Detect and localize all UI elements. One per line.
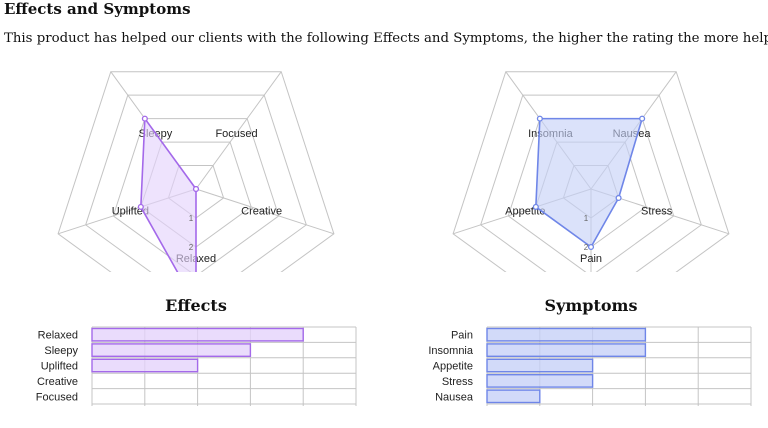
symptoms-bars-bar-stress bbox=[486, 374, 594, 388]
symptoms-bars-bar-pain bbox=[486, 327, 647, 342]
symptoms-bars-title: Symptoms bbox=[545, 296, 638, 315]
effects-radar-grid-ring bbox=[57, 71, 335, 272]
symptoms-bars-category-nausea: Nausea bbox=[435, 391, 474, 403]
effects-bars-bar-relaxed bbox=[91, 327, 304, 342]
symptoms-bars-bar-insomnia bbox=[486, 343, 647, 357]
effects-bars-category-focused: Focused bbox=[36, 391, 78, 403]
symptoms-radar-grid-ring bbox=[452, 71, 730, 272]
symptoms-bars-category-insomnia: Insomnia bbox=[428, 345, 474, 357]
symptoms-radar-point-stress bbox=[615, 194, 622, 202]
symptoms-bars-category-appetite: Appetite bbox=[433, 361, 473, 373]
symptoms-bars-category-pain: Pain bbox=[451, 330, 473, 342]
effects-radar-grid-ring bbox=[85, 94, 307, 272]
effects-radar-spoke bbox=[195, 188, 335, 235]
effects-radar-chart: RelaxedCreativeFocusedSleepyUplifted123 bbox=[57, 71, 335, 272]
intro-text: This product has helped our clients with… bbox=[4, 31, 768, 46]
effects-radar-point-focused bbox=[192, 185, 200, 193]
symptoms-radar-point-pain bbox=[587, 243, 595, 251]
effects-radar-point-uplifted bbox=[137, 203, 144, 210]
effects-radar-point-sleepy bbox=[141, 115, 148, 122]
effects-radar-axis-label-focused: Focused bbox=[215, 128, 257, 140]
effects-radar-tick-label: 2 bbox=[189, 243, 194, 252]
effects-radar-axis-label-creative: Creative bbox=[241, 205, 282, 217]
symptoms-radar-axis-label-stress: Stress bbox=[641, 205, 673, 217]
symptoms-radar-grid-ring bbox=[480, 94, 702, 272]
effects-bar-chart: Effects Relaxed Sleepy Uplifted Creative Focu… bbox=[36, 296, 357, 406]
symptoms-bars-category-stress: Stress bbox=[442, 376, 474, 388]
symptoms-radar-point-insomnia bbox=[536, 115, 543, 122]
effects-bars-title: Effects bbox=[165, 296, 227, 315]
effects-radar-spoke bbox=[195, 71, 282, 190]
symptoms-radar-axis-label-pain: Pain bbox=[580, 253, 602, 265]
symptoms-radar-data-area bbox=[535, 117, 643, 248]
section-heading: Effects and Symptoms bbox=[4, 0, 191, 18]
effects-radar-tick-label: 1 bbox=[189, 214, 194, 223]
symptoms-bars-bar-nausea bbox=[486, 389, 541, 404]
effects-bars-bar-uplifted bbox=[91, 358, 199, 373]
effects-bars-category-uplifted: Uplifted bbox=[41, 361, 78, 373]
effects-bars-category-creative: Creative bbox=[37, 376, 78, 388]
effects-radar-grid-ring bbox=[112, 118, 280, 272]
symptoms-radar-point-appetite bbox=[532, 203, 539, 210]
symptoms-radar-chart: PainStressNauseaInsomniaAppetite12 bbox=[452, 71, 730, 272]
effects-bars-category-relaxed: Relaxed bbox=[38, 330, 78, 342]
symptoms-radar-tick-label: 2 bbox=[584, 243, 589, 252]
effects-bars-category-sleepy: Sleepy bbox=[44, 345, 78, 357]
symptoms-radar-point-nausea bbox=[639, 115, 646, 122]
symptoms-radar-tick-label: 1 bbox=[584, 214, 589, 223]
symptoms-bars-bar-appetite bbox=[486, 358, 594, 373]
effects-bars-bar-sleepy bbox=[91, 343, 252, 357]
